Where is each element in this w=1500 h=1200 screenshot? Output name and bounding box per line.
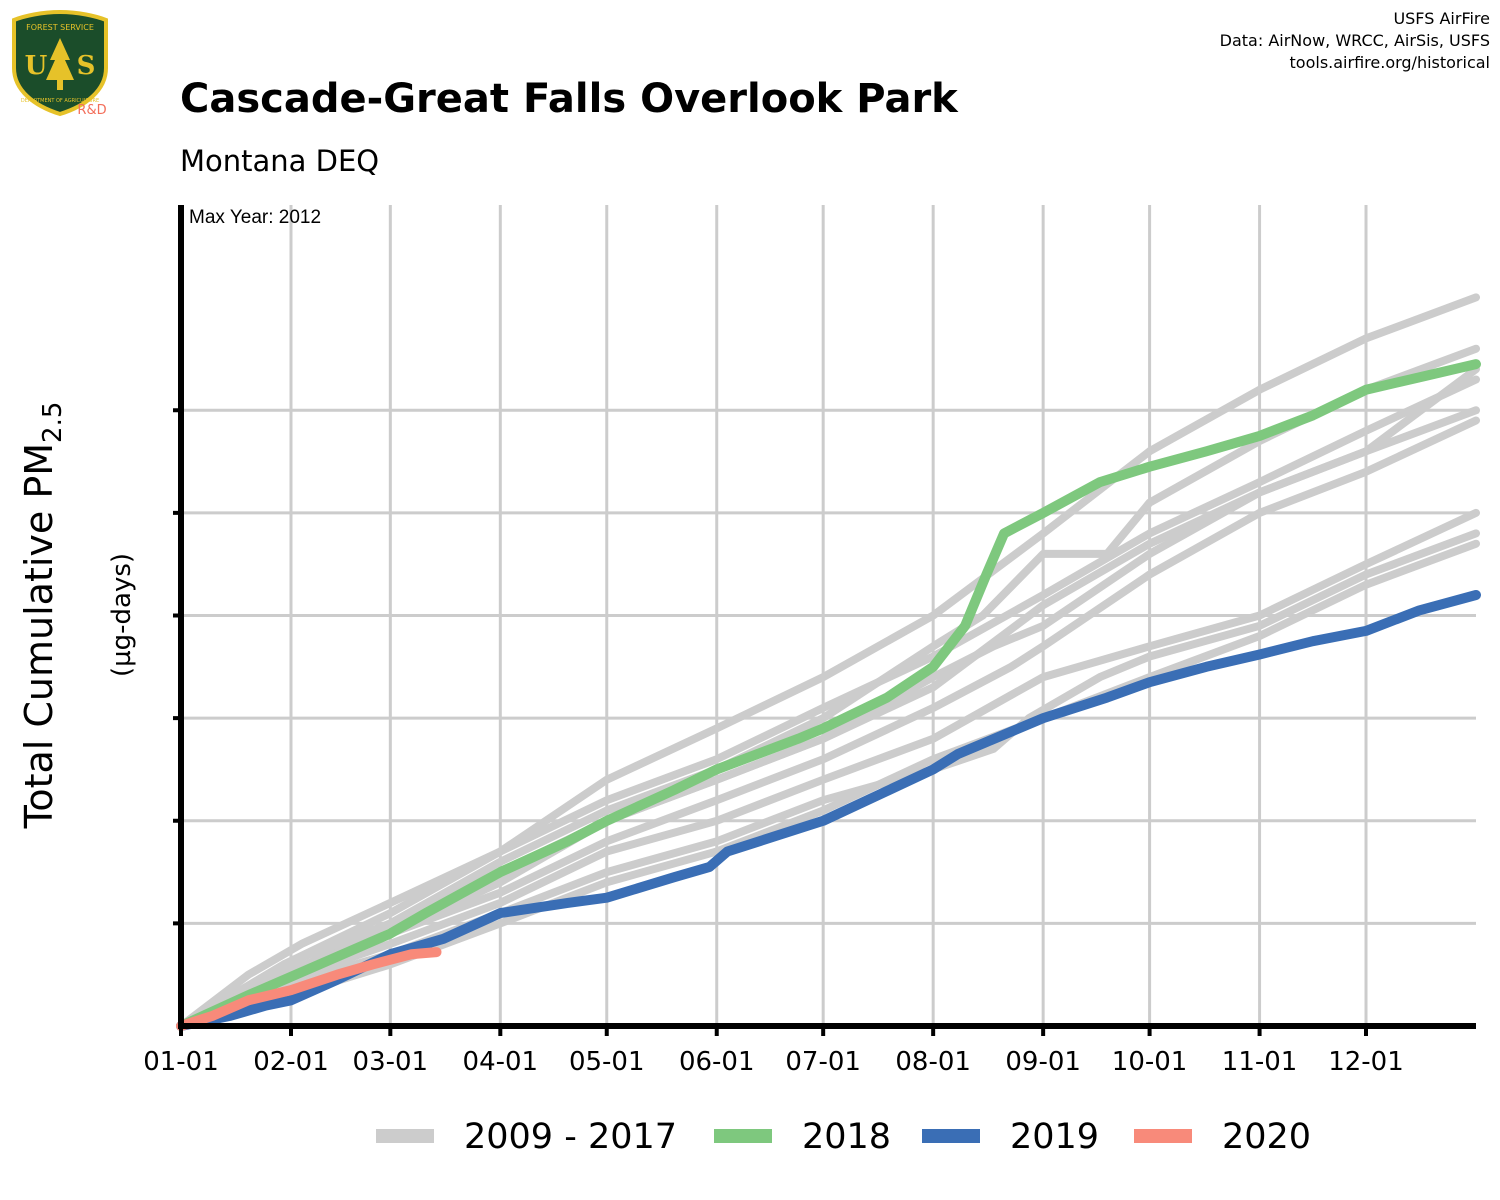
x-tick-label: 06-01 xyxy=(679,1047,755,1077)
y-axis-label-main: Total Cumulative PM xyxy=(17,443,61,830)
credit-line: USFS AirFire xyxy=(1393,9,1490,28)
series-line-2009-2017 xyxy=(177,375,1480,1030)
x-tick-label: 02-01 xyxy=(253,1047,329,1077)
x-tick-label: 10-01 xyxy=(1112,1047,1188,1077)
credit-line: tools.airfire.org/historical xyxy=(1289,53,1490,72)
usfs-shield-icon: U S FOREST SERVICE DEPARTMENT OF AGRICUL… xyxy=(12,9,108,118)
credits: USFS AirFire Data: AirNow, WRCC, AirSis,… xyxy=(1220,8,1490,74)
logo-bottom-text: DEPARTMENT OF AGRICULTURE xyxy=(21,98,99,104)
series-line-2009-2017 xyxy=(177,508,1480,1030)
x-tick-label: 08-01 xyxy=(895,1047,971,1077)
series-line-2018 xyxy=(176,359,1481,1031)
max-year-annotation: Max Year: 2012 xyxy=(189,207,321,228)
legend: 2009 - 2017 2018 2019 2020 xyxy=(376,1117,1311,1157)
legend-label: 2019 xyxy=(1010,1117,1099,1157)
x-tick-label: 07-01 xyxy=(785,1047,861,1077)
series-line-2009-2017 xyxy=(177,365,1480,1030)
legend-label: 2018 xyxy=(802,1117,891,1157)
x-tick-label: 01-01 xyxy=(143,1047,219,1077)
x-tick-label: 09-01 xyxy=(1005,1047,1081,1077)
x-tick-label: 04-01 xyxy=(463,1047,539,1077)
x-tick-label: 11-01 xyxy=(1222,1047,1298,1077)
legend-label: 2009 - 2017 xyxy=(464,1117,677,1157)
series-line-2009-2017 xyxy=(177,293,1480,1030)
x-tick-label: 05-01 xyxy=(569,1047,645,1077)
y-axis-label: Total Cumulative PM2.5 xyxy=(17,402,68,830)
logo-letter-s: S xyxy=(77,51,96,81)
chart-subtitle: Montana DEQ xyxy=(180,144,380,178)
chart-title: Cascade-Great Falls Overlook Park xyxy=(180,76,958,122)
logo-top-text: FOREST SERVICE xyxy=(26,23,94,32)
logo-rd-tag: R&D xyxy=(77,103,106,118)
y-axis-units-label: (µg-days) xyxy=(107,553,137,677)
x-tick-label: 12-01 xyxy=(1328,1047,1404,1077)
legend-label: 2020 xyxy=(1222,1117,1311,1157)
logo-letter-u: U xyxy=(25,51,48,81)
x-tick-label: 03-01 xyxy=(353,1047,429,1077)
credit-line: Data: AirNow, WRCC, AirSis, USFS xyxy=(1219,31,1490,50)
y-axis-label-subscript: 2.5 xyxy=(38,402,68,443)
y-axis-units: (µg-days) xyxy=(107,553,137,677)
y-axis-title: Total Cumulative PM2.5 xyxy=(17,402,68,830)
series-line-2020 xyxy=(176,947,442,1031)
